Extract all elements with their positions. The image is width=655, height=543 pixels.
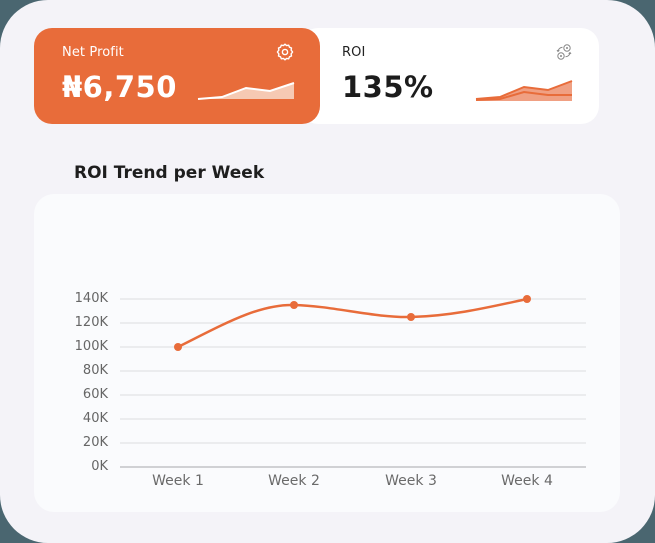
line-chart-plot <box>120 295 586 468</box>
gear-icon[interactable] <box>275 42 295 62</box>
x-tick-week-3: Week 3 <box>385 473 437 489</box>
x-tick-week-1: Week 1 <box>152 473 204 489</box>
y-tick-20k: 20K <box>82 435 108 450</box>
x-tick-week-2: Week 2 <box>268 473 320 489</box>
roi-label: ROI <box>342 45 366 60</box>
y-tick-140k: 140K <box>74 291 108 306</box>
roi-trend-chart: 140K 120K 100K 80K 60K 40K 20K 0K Week 1… <box>34 194 620 512</box>
roi-series-line <box>177 297 528 349</box>
data-point-week-3 <box>407 313 415 321</box>
chart-title: ROI Trend per Week <box>74 163 265 183</box>
roi-value: 135% <box>342 70 434 104</box>
roi-card[interactable]: ROI 135% <box>300 28 599 124</box>
net-profit-sparkline <box>197 82 295 100</box>
y-tick-100k: 100K <box>74 339 108 354</box>
y-tick-60k: 60K <box>82 387 108 402</box>
y-tick-40k: 40K <box>82 411 108 426</box>
currency-exchange-icon[interactable] <box>554 42 574 62</box>
y-tick-0k: 0K <box>91 459 108 474</box>
roi-sparkline <box>475 80 573 101</box>
data-point-week-2 <box>290 301 298 309</box>
data-point-week-1 <box>174 343 182 351</box>
x-tick-week-4: Week 4 <box>501 473 553 489</box>
net-profit-card[interactable]: Net Profit ₦6,750 <box>34 28 320 124</box>
net-profit-value: ₦6,750 <box>62 70 177 104</box>
net-profit-label: Net Profit <box>62 45 124 60</box>
data-point-week-4 <box>523 295 531 303</box>
y-tick-80k: 80K <box>82 363 108 378</box>
y-tick-120k: 120K <box>74 315 108 330</box>
